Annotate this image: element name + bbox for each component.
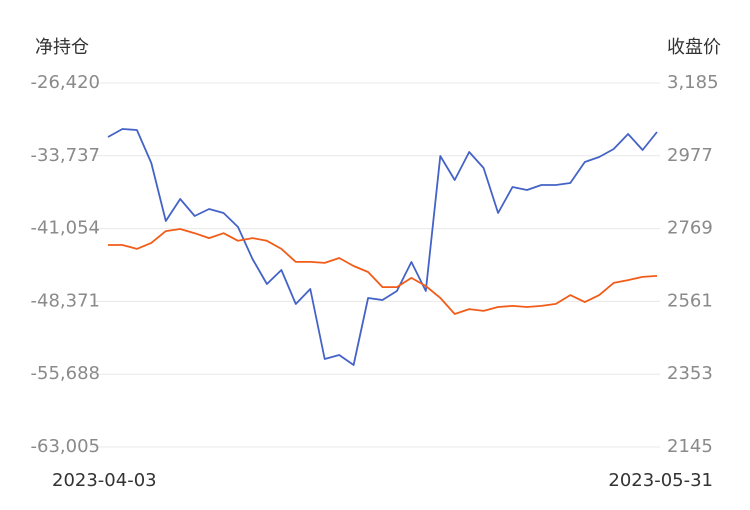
y2-tick-label: 2977 [667,145,713,166]
y2-tick-label: 2145 [667,436,713,457]
y2-tick-label: 3,185 [667,72,719,93]
x-tick-label: 2023-04-03 [52,470,157,491]
y2-tick-label: 2769 [667,218,713,239]
y-tick-label: -41,054 [31,218,100,239]
x-tick-label: 2023-05-31 [608,470,713,491]
y2-tick-label: 2353 [667,363,713,384]
y-tick-label: -33,737 [31,145,100,166]
series-line [107,128,658,366]
y-tick-label: -48,371 [31,290,100,311]
y-tick-label: -63,005 [31,436,100,457]
y-axis-title: 净持仓 [35,37,89,58]
y-tick-label: -55,688 [31,363,100,384]
y-tick-label: -26,420 [31,72,100,93]
y2-axis-title: 收盘价 [667,37,721,58]
y2-tick-label: 2561 [667,290,713,311]
series-line [108,228,658,315]
